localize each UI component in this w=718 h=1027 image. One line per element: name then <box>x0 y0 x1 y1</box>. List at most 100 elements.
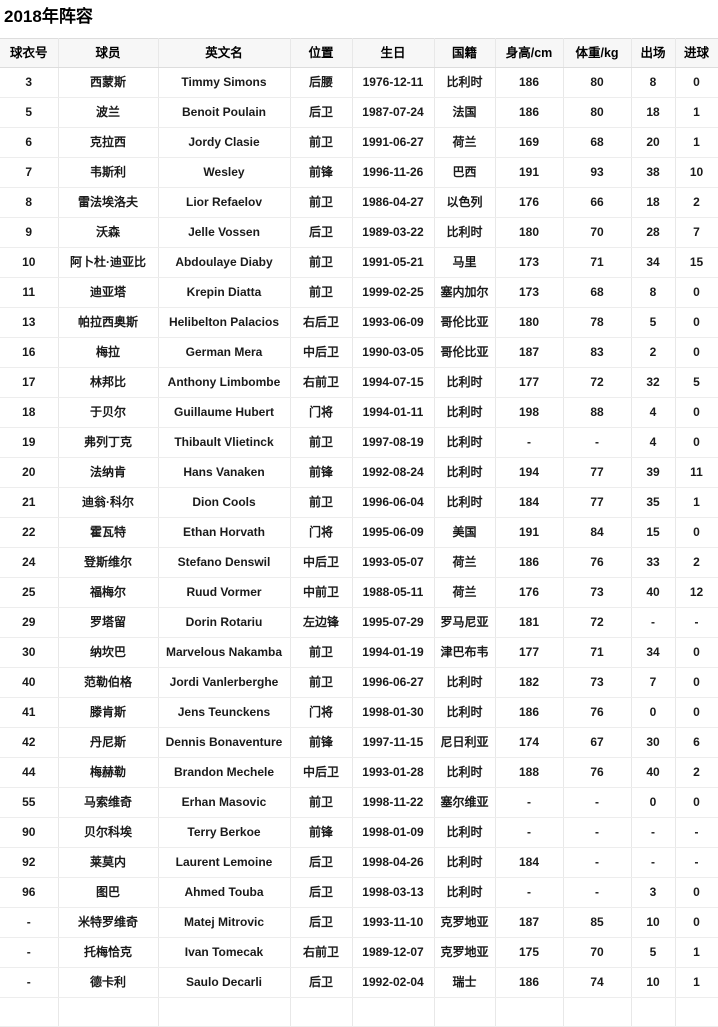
table-row[interactable]: 96 图巴 Ahmed Touba 后卫 1998-03-13 比利时 - -3 0 <box>0 877 718 908</box>
cell-dob: 1993-06-09 <box>352 307 435 338</box>
cell-goals: 7 <box>675 217 718 248</box>
table-row[interactable]: 41 滕肯斯 Jens Teunckens 门将 1998-01-30 比利时 186 76 0… <box>0 697 718 728</box>
table-row[interactable]: 13 帕拉西奥斯 Helibelton Palacios 右后卫 1993-06-09 哥… <box>0 307 718 338</box>
cell-dob: 1998-04-26 <box>352 847 435 878</box>
table-row[interactable]: 29 罗塔留 Dorin Rotariu 左边锋 1995-07-29 罗马尼亚 181 72… <box>0 607 718 638</box>
cell-apps: 40 <box>631 577 676 608</box>
cell-height: 198 <box>495 397 564 428</box>
cell-number: 55 <box>0 787 59 818</box>
cell-weight: 70 <box>563 217 632 248</box>
cell-nat: 克罗地亚 <box>434 937 496 968</box>
cell-name: 韦斯利 <box>58 157 159 188</box>
cell-empty-name <box>58 997 159 1027</box>
table-row[interactable]: 6 克拉西 Jordy Clasie 前卫 1991-06-27 荷兰 169 68 20 1 <box>0 127 718 158</box>
table-row[interactable]: - 托梅恰克 Ivan Tomecak 右前卫 1989-12-07 克罗地亚 175 70 5… <box>0 937 718 968</box>
cell-apps: 8 <box>631 277 676 308</box>
cell-weight: 80 <box>563 67 632 98</box>
cell-height: 182 <box>495 667 564 698</box>
column-header-enname[interactable]: 英文名 <box>158 38 291 68</box>
cell-pos: 右后卫 <box>290 307 353 338</box>
cell-weight: 76 <box>563 547 632 578</box>
table-row[interactable]: 42 丹尼斯 Dennis Bonaventure 前锋 1997-11-15 尼日利亚 1… <box>0 727 718 758</box>
cell-apps: 4 <box>631 397 676 428</box>
cell-name: 波兰 <box>58 97 159 128</box>
table-row[interactable]: 22 霍瓦特 Ethan Horvath 门将 1995-06-09 美国 191 84 15 0 <box>0 517 718 548</box>
cell-number: 8 <box>0 187 59 218</box>
cell-height: 177 <box>495 367 564 398</box>
cell-apps: 5 <box>631 937 676 968</box>
cell-goals: 1 <box>675 97 718 128</box>
table-row[interactable]: 3 西蒙斯 Timmy Simons 后腰 1976-12-11 比利时 186 80 8 0 <box>0 67 718 98</box>
cell-dob: 1992-02-04 <box>352 967 435 998</box>
column-header-nat[interactable]: 国籍 <box>434 38 496 68</box>
column-header-number[interactable]: 球衣号 <box>0 38 59 68</box>
table-row[interactable]: 18 于贝尔 Guillaume Hubert 门将 1994-01-11 比利时 198 8… <box>0 397 718 428</box>
table-row[interactable]: 11 迪亚塔 Krepin Diatta 前卫 1999-02-25 塞内加尔 173 68 8… <box>0 277 718 308</box>
column-header-apps[interactable]: 出场 <box>631 38 676 68</box>
column-header-dob[interactable]: 生日 <box>352 38 435 68</box>
cell-height: 186 <box>495 547 564 578</box>
cell-pos: 左边锋 <box>290 607 353 638</box>
cell-weight: 85 <box>563 907 632 938</box>
column-header-goals[interactable]: 进球 <box>675 38 718 68</box>
cell-pos: 后卫 <box>290 97 353 128</box>
table-row[interactable]: 17 林邦比 Anthony Limbombe 右前卫 1994-07-15 比利时 177… <box>0 367 718 398</box>
cell-name: 德卡利 <box>58 967 159 998</box>
table-row[interactable]: - 米特罗维奇 Matej Mitrovic 后卫 1993-11-10 克罗地亚 187 8… <box>0 907 718 938</box>
cell-pos: 前卫 <box>290 787 353 818</box>
cell-number: 9 <box>0 217 59 248</box>
table-row[interactable]: 9 沃森 Jelle Vossen 后卫 1989-03-22 比利时 180 70 28 7 <box>0 217 718 248</box>
table-row[interactable]: 20 法纳肯 Hans Vanaken 前锋 1992-08-24 比利时 194 77 39 1… <box>0 457 718 488</box>
cell-name: 马索维奇 <box>58 787 159 818</box>
cell-apps: 10 <box>631 967 676 998</box>
column-header-pos[interactable]: 位置 <box>290 38 353 68</box>
cell-number: 6 <box>0 127 59 158</box>
cell-number: 92 <box>0 847 59 878</box>
column-header-height[interactable]: 身高/cm <box>495 38 564 68</box>
table-row[interactable]: 21 迪翁·科尔 Dion Cools 前卫 1996-06-04 比利时 184 77 35 1 <box>0 487 718 518</box>
cell-enname: Erhan Masovic <box>158 787 291 818</box>
cell-name: 范勒伯格 <box>58 667 159 698</box>
table-row[interactable]: 16 梅拉 German Mera 中后卫 1990-03-05 哥伦比亚 187 83 2 0 <box>0 337 718 368</box>
cell-dob: 1995-07-29 <box>352 607 435 638</box>
cell-goals: 0 <box>675 277 718 308</box>
cell-pos: 门将 <box>290 397 353 428</box>
cell-apps: 5 <box>631 307 676 338</box>
cell-number: 19 <box>0 427 59 458</box>
cell-dob: 1991-05-21 <box>352 247 435 278</box>
table-row[interactable]: 30 纳坎巴 Marvelous Nakamba 前卫 1994-01-19 津巴布韦 17… <box>0 637 718 668</box>
cell-nat: 比利时 <box>434 427 496 458</box>
column-header-name[interactable]: 球员 <box>58 38 159 68</box>
cell-pos: 后卫 <box>290 877 353 908</box>
table-row[interactable]: 92 莱莫内 Laurent Lemoine 后卫 1998-04-26 比利时 184- -… <box>0 847 718 878</box>
table-row[interactable]: 7 韦斯利 Wesley 前锋 1996-11-26 巴西 191 93 38 10 <box>0 157 718 188</box>
column-header-weight[interactable]: 体重/kg <box>563 38 632 68</box>
cell-enname: Stefano Denswil <box>158 547 291 578</box>
cell-weight: 80 <box>563 97 632 128</box>
cell-nat: 比利时 <box>434 847 496 878</box>
table-row[interactable]: 55 马索维奇 Erhan Masovic 前卫 1998-11-22 塞尔维亚 - -0 0 <box>0 787 718 818</box>
table-row[interactable]: 5 波兰 Benoit Poulain 后卫 1987-07-24 法国 186 80 18 1 <box>0 97 718 128</box>
cell-enname: Thibault Vlietinck <box>158 427 291 458</box>
cell-number: 3 <box>0 67 59 98</box>
table-row[interactable]: 25 福梅尔 Ruud Vormer 中前卫 1988-05-11 荷兰 176 73 40 12 <box>0 577 718 608</box>
cell-dob: 1989-12-07 <box>352 937 435 968</box>
cell-name: 梅赫勒 <box>58 757 159 788</box>
table-row[interactable]: 24 登斯维尔 Stefano Denswil 中后卫 1993-05-07 荷兰 186 7… <box>0 547 718 578</box>
cell-pos: 前锋 <box>290 457 353 488</box>
table-row[interactable]: - 德卡利 Saulo Decarli 后卫 1992-02-04 瑞士 186 74 10 1 <box>0 967 718 998</box>
cell-pos: 前卫 <box>290 277 353 308</box>
cell-height: 180 <box>495 307 564 338</box>
cell-name: 阿卜杜·迪亚比 <box>58 247 159 278</box>
cell-dob: 1994-07-15 <box>352 367 435 398</box>
cell-pos: 中前卫 <box>290 577 353 608</box>
table-row[interactable]: 90 贝尔科埃 Terry Berkoe 前锋 1998-01-09 比利时 - - - - <box>0 817 718 848</box>
cell-name: 图巴 <box>58 877 159 908</box>
cell-dob: 1987-07-24 <box>352 97 435 128</box>
table-row[interactable]: 40 范勒伯格 Jordi Vanlerberghe 前卫 1996-06-27 比利时 1… <box>0 667 718 698</box>
table-row[interactable]: 10 阿卜杜·迪亚比 Abdoulaye Diaby 前卫 1991-05-21 马里 17… <box>0 247 718 278</box>
table-row[interactable]: 44 梅赫勒 Brandon Mechele 中后卫 1993-01-28 比利时 188 7… <box>0 757 718 788</box>
cell-apps: 0 <box>631 787 676 818</box>
table-row[interactable]: 19 弗列丁克 Thibault Vlietinck 前卫 1997-08-19 比利时 -… <box>0 427 718 458</box>
table-row[interactable]: 8 雷法埃洛夫 Lior Refaelov 前卫 1986-04-27 以色列 176 66 1… <box>0 187 718 218</box>
